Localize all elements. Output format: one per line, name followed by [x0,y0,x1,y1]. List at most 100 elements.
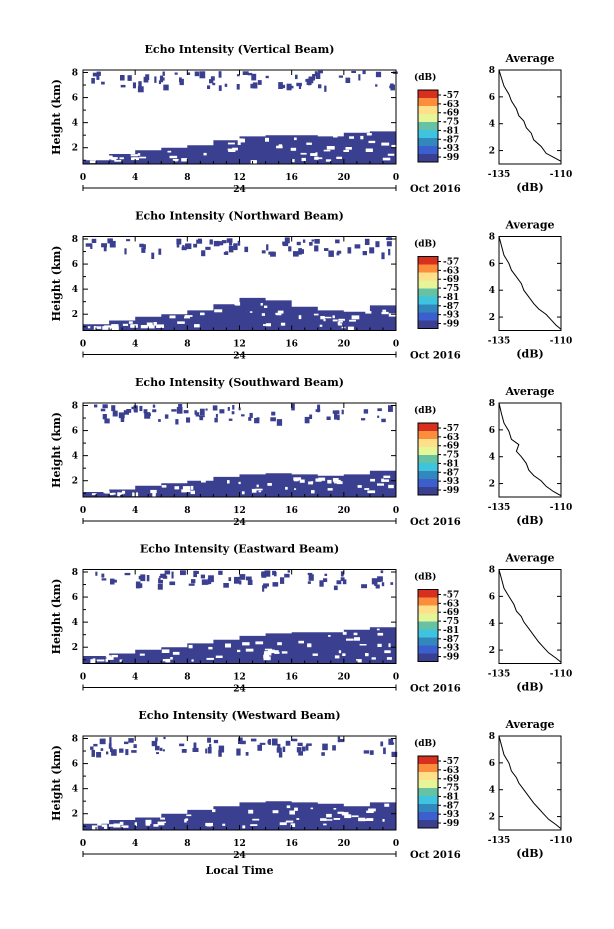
colorbar-tick-label: -63 [443,266,459,276]
echo-speckle [363,409,369,414]
echo-gap [320,818,327,821]
echo-speckle [297,742,303,746]
echo-speckle [311,239,315,242]
echo-speckle [151,252,155,259]
colorbar-tick-label: -57 [443,258,459,268]
echo-speckle [213,739,219,744]
echo-gap [263,324,270,326]
echo-speckle [96,71,101,76]
echo-speckle [201,250,206,257]
echo-gap [366,810,374,813]
echo-speckle [174,72,178,75]
echo-speckle [219,409,225,414]
echo-region [83,627,396,664]
echo-gap [338,318,345,321]
echo-speckle [128,738,134,743]
echo-gap [382,819,385,822]
echo-gap [184,315,193,317]
average-x-tick-label: -110 [550,337,573,347]
colorbar-segment [418,605,438,614]
echo-gap [333,479,341,482]
day-label: 24 [233,518,246,528]
colorbar-tick-label: -99 [443,486,459,496]
echo-speckle [257,80,262,85]
average-y-tick-label: 8 [489,399,495,409]
x-tick-label: 20 [338,506,351,516]
echo-speckle [214,417,218,423]
colorbar-tick-label: -75 [443,118,459,128]
echo-speckle [113,579,117,583]
average-x-tick-label: -135 [488,670,511,680]
colorbar-tick-label: -63 [443,766,459,776]
echo-speckle [188,583,195,586]
echo-gap [357,485,362,488]
average-y-tick-label: 4 [489,120,495,130]
echo-speckle [205,408,208,411]
echo-gap [290,823,296,827]
echo-gap [185,818,189,821]
echo-speckle [112,410,118,417]
echo-gap [323,149,331,152]
echo-speckle [298,248,302,255]
echo-speckle [354,244,361,249]
echo-speckle [102,414,107,420]
echo-gap [188,644,193,649]
echo-speckle [342,579,347,585]
colorbar-segment [418,138,438,147]
echo-gap [313,313,319,316]
average-x-tick-label: -135 [488,170,511,180]
echo-speckle [270,417,276,422]
echo-speckle [335,410,340,414]
echo-speckle [322,743,328,751]
echo-gap [315,152,318,156]
echo-speckle [228,418,233,421]
x-tick-label: 8 [184,340,190,350]
echo-speckle [285,740,291,746]
echo-gap [377,643,382,647]
echo-gap [333,481,342,484]
echo-speckle [139,405,143,412]
echo-speckle [271,411,276,416]
colorbar-unit: (dB) [414,572,436,583]
colorbar-tick-label: -63 [443,433,459,443]
echo-speckle [341,409,344,415]
echo-gap [319,324,323,327]
average-y-tick-label: 2 [489,813,495,823]
echo-speckle [237,240,241,246]
echo-speckle [361,584,367,589]
x-tick-label: 0 [393,506,399,516]
echo-gap [338,321,343,323]
average-profile-line [498,735,562,830]
echo-gap [382,309,387,312]
echo-speckle [194,410,197,415]
echo-gap [121,490,126,494]
echo-speckle [213,240,220,247]
echo-speckle [362,251,367,256]
echo-speckle [90,243,93,249]
echo-speckle [247,579,253,585]
echo-speckle [125,749,129,756]
echo-gap [388,484,394,489]
echo-gap [376,628,380,631]
echo-speckle [218,570,223,575]
y-tick-label: 8 [72,235,78,245]
echo-speckle [305,745,309,751]
echo-speckle [123,410,129,415]
echo-gap [337,322,341,324]
echo-speckle [176,238,182,245]
colorbar-segment [418,280,438,289]
echo-speckle [369,247,375,254]
echo-speckle [280,577,285,584]
echo-gap [252,818,260,821]
echo-speckle [264,570,271,577]
echo-gap [200,312,205,316]
echo-speckle [231,411,235,415]
echo-gap [237,142,241,145]
echo-gap [366,133,372,136]
echo-speckle [262,584,268,589]
echo-speckle [296,747,302,753]
heatmap-title: Echo Intensity (Southward Beam) [135,376,344,389]
colorbar-segment [418,114,438,123]
colorbar-segment [418,471,438,480]
echo-gap [251,488,257,493]
